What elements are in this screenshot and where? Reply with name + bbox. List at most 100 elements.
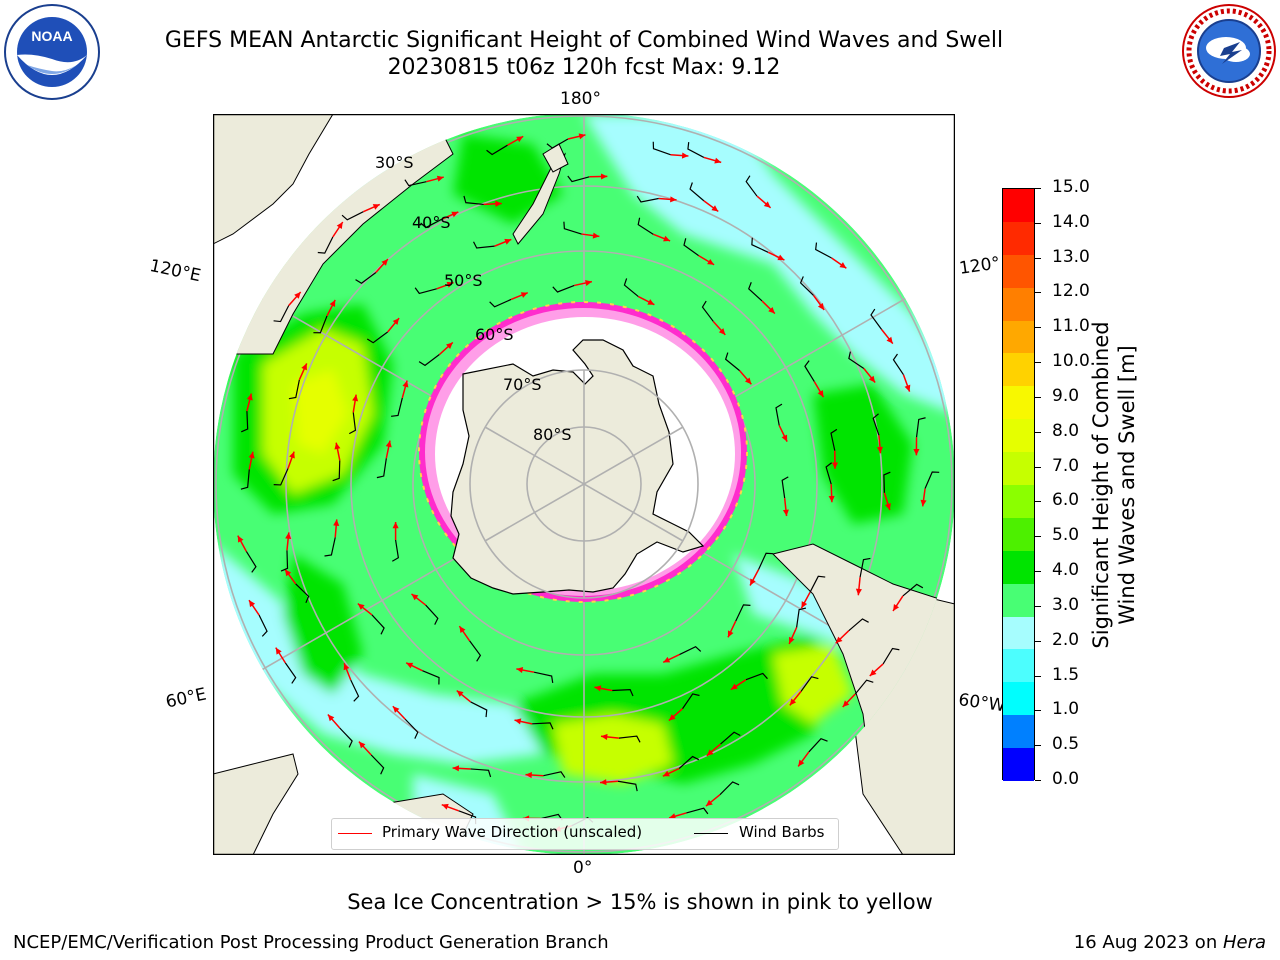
svg-text:NOAA: NOAA <box>31 28 72 44</box>
wind-barb <box>775 403 783 426</box>
wind-barb <box>425 604 439 625</box>
wave-direction-arrowhead <box>285 532 292 539</box>
colorbar-segment <box>1003 616 1034 650</box>
wave-direction-arrowhead <box>411 593 419 601</box>
colorbar-segment <box>1003 649 1034 683</box>
wave-direction-arrowhead <box>835 636 843 644</box>
colorbar-segment <box>1003 287 1034 322</box>
sea-ice-caption: Sea Ice Concentration > 15% is shown in … <box>347 890 933 914</box>
wind-barb <box>617 780 638 792</box>
wave-direction-arrowhead <box>681 152 689 159</box>
wind-barb <box>848 351 865 370</box>
antarctica <box>450 339 705 595</box>
lat-label: 80°S <box>533 425 572 444</box>
colorbar-tick-mark <box>1035 710 1041 712</box>
colorbar-tick-label: 2.0 <box>1052 629 1080 650</box>
colorbar-tick-mark <box>1035 327 1041 329</box>
wave-direction-arrowhead <box>798 759 805 767</box>
wave-direction-arrowhead <box>358 741 366 749</box>
wind-barb <box>724 352 740 372</box>
colorbar-tick-label: 5.0 <box>1052 525 1080 546</box>
wind-barb <box>872 413 880 436</box>
colorbar-segment <box>1003 550 1034 585</box>
wave-direction-arrowhead <box>913 448 920 456</box>
wave-direction-arrowhead <box>868 375 876 383</box>
colorbar <box>1002 188 1035 782</box>
colorbar-tick-label: 1.0 <box>1052 699 1080 720</box>
colorbar-tick-label: 6.0 <box>1052 490 1080 511</box>
wind-barb <box>781 476 789 499</box>
colorbar-tick-label: 7.0 <box>1052 455 1080 476</box>
colorbar-label-line1: Significant Height of Combined <box>1089 321 1113 649</box>
wind-barb <box>463 195 484 206</box>
colorbar-label-line2: Wind Waves and Swell [m] <box>1115 345 1139 625</box>
wind-barb-label: Wind Barbs <box>739 823 825 841</box>
wave-direction-arrowhead <box>828 495 835 503</box>
wave-direction-arrowhead <box>275 647 282 655</box>
wave-direction-arrowhead <box>246 393 253 401</box>
colorbar-segment <box>1003 517 1034 552</box>
wind-barb <box>552 284 575 293</box>
wind-barb <box>796 607 807 628</box>
wave-direction-arrowhead <box>705 799 713 807</box>
wind-barb <box>295 583 310 604</box>
colorbar-segment <box>1003 189 1034 223</box>
colorbar-tick-mark <box>1035 780 1041 781</box>
wind-barb-swatch <box>694 833 728 834</box>
wave-direction-arrowhead <box>385 440 392 448</box>
wave-direction-arrowhead <box>663 235 671 242</box>
wave-direction-arrowhead <box>392 521 399 529</box>
wave-direction-arrowhead <box>446 281 454 288</box>
wind-barb <box>567 175 590 183</box>
wind-barb <box>313 315 328 334</box>
wind-barb <box>757 552 774 570</box>
wave-direction-arrowhead <box>459 626 466 634</box>
wave-direction-arrowhead <box>336 222 343 229</box>
colorbar-tick-label: 1.5 <box>1052 664 1080 685</box>
wave-direction-arrowhead <box>578 133 586 140</box>
wave-direction-arrowhead <box>855 588 862 596</box>
wind-barb <box>332 460 341 482</box>
wind-barb <box>735 604 751 622</box>
wind-barb <box>830 428 838 451</box>
wind-barb <box>686 807 709 815</box>
wave-direction-arrowhead <box>839 262 847 269</box>
wave-direction-arrowhead <box>768 306 775 314</box>
wave-direction-arrowhead <box>668 714 676 721</box>
wind-barb <box>683 238 699 257</box>
wave-direction-arrowhead <box>585 279 592 286</box>
wave-direction-arrowhead <box>381 259 388 266</box>
wave-direction-arrowhead <box>248 451 255 459</box>
wind-barb <box>404 179 427 187</box>
colorbar-tick-label: 0.5 <box>1052 734 1080 755</box>
wave-direction-arrowhead <box>817 303 825 310</box>
wave-direction-arrowhead <box>456 690 464 697</box>
wind-barb <box>533 671 554 684</box>
wind-barb <box>689 182 705 202</box>
colorbar-tick-label: 3.0 <box>1052 594 1080 615</box>
wind-barb <box>532 722 554 730</box>
wind-barb <box>563 221 582 235</box>
wind-barb <box>799 276 814 296</box>
wind-barb <box>391 397 403 417</box>
wave-direction-arrowhead <box>237 535 244 543</box>
colorbar-segment <box>1003 386 1034 420</box>
wave-direction-arrowhead <box>777 254 785 261</box>
map-frame <box>212 113 956 856</box>
wind-barb <box>258 614 268 637</box>
wind-barb <box>636 195 659 203</box>
colorbar-segment <box>1003 583 1034 618</box>
wave-direction-arrowhead <box>516 667 524 674</box>
wave-direction-arrowhead <box>763 201 771 208</box>
colorbar-segment <box>1003 452 1034 486</box>
wave-direction-arrowhead <box>662 770 670 777</box>
wind-barb <box>751 237 769 253</box>
wind-barb <box>815 242 832 259</box>
wind-barb <box>245 551 257 573</box>
wind-barb <box>543 771 566 778</box>
wind-barb <box>371 614 385 635</box>
wave-direction-arrowhead <box>334 442 341 450</box>
colorbar-segment <box>1003 419 1034 453</box>
wave-direction-arrowhead <box>876 446 883 454</box>
noaa-logo: NOAA <box>3 3 101 101</box>
